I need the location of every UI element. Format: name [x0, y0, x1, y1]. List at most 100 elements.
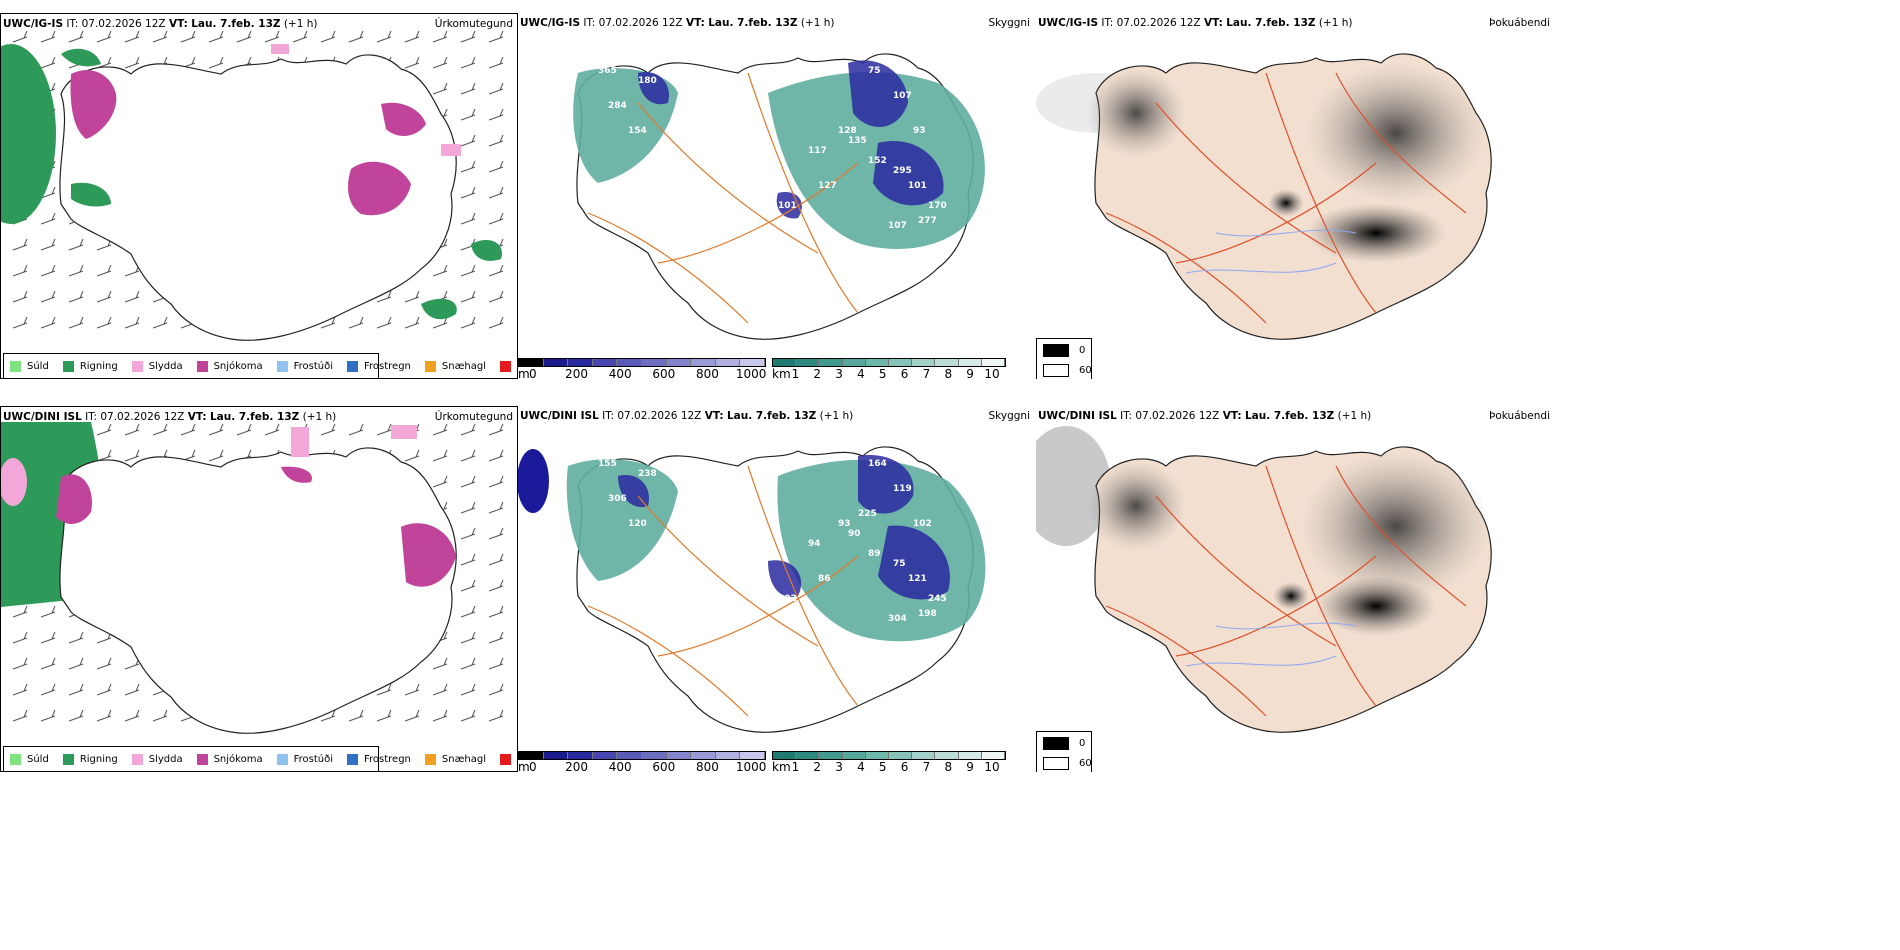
wind-barb [40, 316, 56, 329]
wind-barb [460, 475, 476, 488]
panel-title: UWC/IG-IS IT: 07.02.2026 12Z VT: Lau. 7.… [520, 17, 835, 29]
wind-barb [320, 709, 336, 722]
colorbar-tick-label: 1 [791, 367, 800, 379]
wind-barb [320, 316, 336, 329]
legend-label: Slydda [148, 753, 183, 765]
fog-legend-swatch [1043, 344, 1069, 357]
legend-swatch [276, 360, 288, 372]
valid-label: VT: [685, 17, 705, 29]
cloud-base-value: 107 [893, 91, 912, 101]
model-name: UWC/IG-IS [520, 17, 581, 29]
wind-barb [488, 82, 504, 95]
legend-swatch [131, 360, 143, 372]
wind-barb [488, 709, 504, 722]
legend-label: Snjókoma [213, 360, 263, 372]
wind-barb [488, 683, 504, 696]
wind-barb [460, 316, 476, 329]
cloud-base-value: 107 [888, 221, 907, 231]
wind-barb [96, 423, 112, 436]
cloud-base-value: 90 [848, 529, 861, 539]
legend-item: Súld [10, 753, 49, 765]
init-time: IT: 07.02.2026 12Z [85, 411, 185, 423]
wind-barb [96, 657, 112, 670]
wind-barb [152, 423, 168, 436]
colorbar-tick-label: 0 [529, 760, 537, 772]
cloud-base-value: 121 [908, 574, 927, 584]
valid-label: VT: [1203, 17, 1223, 29]
wind-barb [488, 475, 504, 488]
colorbar-tick-label: 9 [966, 367, 974, 379]
cloud-base-value: 94 [808, 539, 821, 549]
cloud-base-value: 154 [628, 126, 647, 136]
colorbar-cell [740, 359, 765, 366]
colorbar-cell [666, 359, 692, 366]
colorbar-tick-label: 4 [857, 760, 865, 772]
valid-label: VT: [1222, 410, 1242, 422]
wind-barb [460, 553, 476, 566]
ceiling-unit: m [518, 760, 530, 772]
panel-title: UWC/DINI ISL IT: 07.02.2026 12Z VT: Lau.… [3, 411, 336, 423]
colorbar-tick-label: 5 [878, 760, 887, 772]
valid-time: Lau. 7.feb. 13Z [726, 410, 817, 422]
cloud-base-value: 101 [778, 201, 797, 211]
wind-barb [488, 423, 504, 436]
legend-item: Snjókoma [196, 360, 263, 372]
cloud-base-value: 277 [918, 216, 937, 226]
cloud-base-value: 93 [913, 126, 926, 136]
wind-barb [96, 290, 112, 303]
panel-title: UWC/DINI ISL IT: 07.02.2026 12Z VT: Lau.… [1038, 410, 1371, 422]
colorbar-cell [715, 359, 741, 366]
wind-barb [432, 30, 448, 43]
legend-item: Rigning [62, 753, 118, 765]
colorbar-cell [796, 359, 820, 366]
wind-barb [68, 709, 84, 722]
wind-barb [208, 30, 224, 43]
cloud-base-value: 86 [818, 574, 831, 584]
fog-legend-label: 60 [1079, 758, 1092, 769]
lead-time: (+1 h) [302, 411, 337, 423]
fog-legend-swatch [1043, 737, 1069, 750]
wind-barb [96, 30, 112, 43]
panel-name: Þokuábendi [1489, 17, 1550, 29]
wind-barb [236, 423, 252, 436]
colorbar-cell [912, 752, 936, 759]
wind-barb [432, 683, 448, 696]
cloud-base-value: 101 [908, 181, 927, 191]
colorbar-cell [842, 359, 866, 366]
colorbar-cell [958, 359, 982, 366]
fog-legend-swatch [1043, 757, 1069, 770]
wind-barb [96, 709, 112, 722]
legend-label: Rigning [79, 753, 118, 765]
snow-areas [70, 70, 426, 216]
legend-swatch [62, 360, 74, 372]
colorbar-tick-label: 1 [791, 760, 800, 772]
cloud-base-value: 176 [658, 171, 677, 181]
wind-barb [460, 683, 476, 696]
wind-barb [460, 264, 476, 277]
valid-label: VT: [168, 18, 188, 30]
wind-barb [488, 631, 504, 644]
wind-barb [460, 631, 476, 644]
cloud-base-value: 238 [638, 469, 657, 479]
legend-label: Frostúði [293, 360, 333, 372]
colorbar-cell [691, 359, 716, 366]
cloud-base-value: 152 [868, 156, 887, 166]
fog-map [1036, 426, 1492, 733]
cloud-base-value: 135 [848, 136, 867, 146]
wind-barb [404, 449, 420, 462]
cloud-base-value: 365 [598, 66, 617, 76]
lead-time: (+1 h) [800, 17, 835, 29]
wind-barb [12, 683, 28, 696]
fog-map [1036, 53, 1492, 340]
colorbar-cell [889, 752, 913, 759]
legend-label: Snjókoma [213, 753, 263, 765]
colorbar-cell [842, 752, 866, 759]
colorbar-cell [819, 752, 843, 759]
colorbar-cell [958, 752, 982, 759]
wind-barb [376, 423, 392, 436]
init-time: IT: 07.02.2026 12Z [66, 18, 166, 30]
wind-barb [488, 186, 504, 199]
valid-label: VT: [187, 411, 207, 423]
wind-barb [404, 56, 420, 69]
panel-title: UWC/IG-IS IT: 07.02.2026 12Z VT: Lau. 7.… [3, 18, 318, 30]
